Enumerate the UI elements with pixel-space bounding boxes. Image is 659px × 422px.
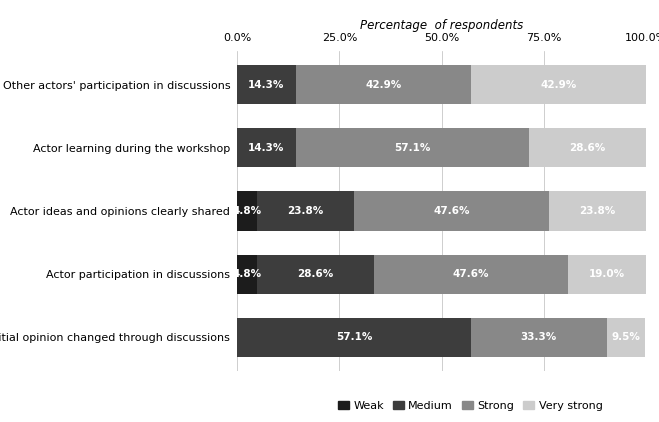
Text: 28.6%: 28.6% — [297, 269, 333, 279]
Text: 14.3%: 14.3% — [248, 80, 285, 90]
Legend: Weak, Medium, Strong, Very strong: Weak, Medium, Strong, Very strong — [333, 396, 607, 415]
Bar — [257, 192, 354, 230]
Text: 19.0%: 19.0% — [589, 269, 625, 279]
Text: 47.6%: 47.6% — [433, 206, 470, 216]
Bar — [237, 318, 471, 357]
Bar — [606, 318, 645, 357]
Bar — [548, 192, 646, 230]
Text: 4.8%: 4.8% — [233, 206, 262, 216]
Bar — [257, 254, 374, 294]
Bar — [296, 128, 529, 168]
Text: 28.6%: 28.6% — [569, 143, 606, 153]
X-axis label: Percentage  of respondents: Percentage of respondents — [360, 19, 523, 32]
Text: 57.1%: 57.1% — [335, 332, 372, 342]
Bar — [374, 254, 568, 294]
Text: 42.9%: 42.9% — [540, 80, 577, 90]
Bar — [237, 65, 296, 104]
Bar — [529, 128, 646, 168]
Text: 57.1%: 57.1% — [394, 143, 430, 153]
Text: 9.5%: 9.5% — [612, 332, 641, 342]
Bar — [296, 65, 471, 104]
Bar — [471, 65, 646, 104]
Text: 23.8%: 23.8% — [579, 206, 616, 216]
Text: 4.8%: 4.8% — [233, 269, 262, 279]
Text: 14.3%: 14.3% — [248, 143, 285, 153]
Bar — [568, 254, 646, 294]
Bar — [471, 318, 606, 357]
Text: 42.9%: 42.9% — [365, 80, 401, 90]
Bar — [237, 192, 257, 230]
Bar — [354, 192, 548, 230]
Bar — [237, 254, 257, 294]
Text: 23.8%: 23.8% — [287, 206, 324, 216]
Text: 33.3%: 33.3% — [521, 332, 557, 342]
Text: 47.6%: 47.6% — [453, 269, 489, 279]
Bar — [237, 128, 296, 168]
